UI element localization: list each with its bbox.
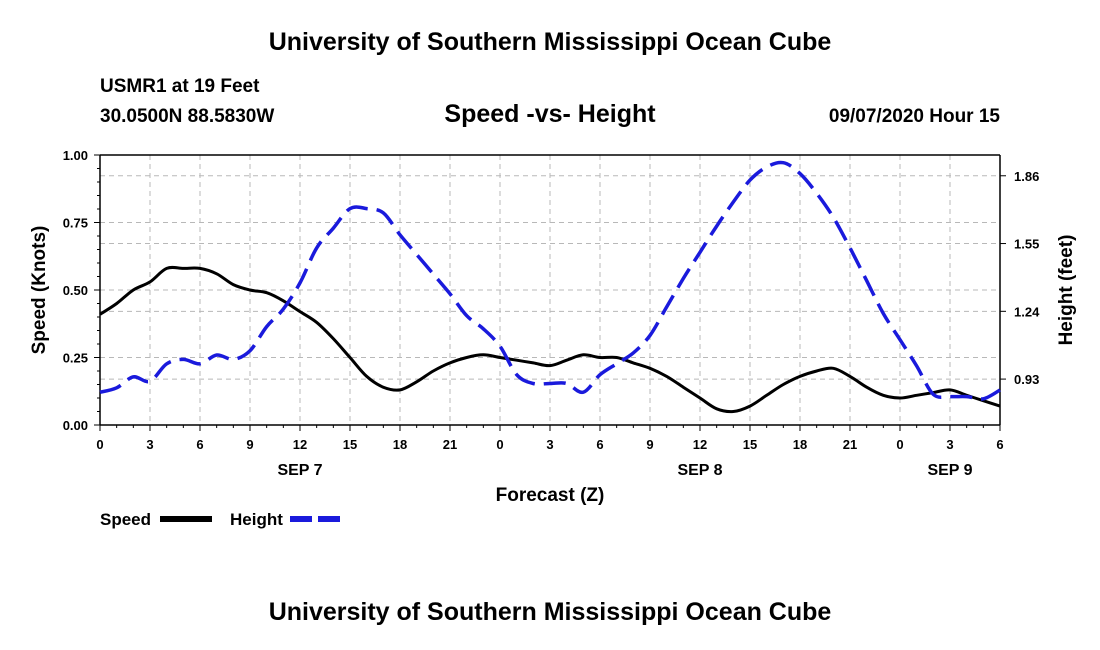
x-tick-label: 0: [496, 437, 503, 452]
y-tick-label: 0.00: [63, 418, 88, 433]
day-label: SEP 8: [677, 462, 722, 479]
coordinates-label: 30.0500N 88.5830W: [100, 106, 275, 127]
x-tick-label: 6: [996, 437, 1003, 452]
y-tick-label: 1.00: [63, 148, 88, 163]
x-tick-label: 3: [946, 437, 953, 452]
station-label: USMR1 at 19 Feet: [100, 76, 260, 97]
y2-tick-label: 1.86: [1014, 169, 1039, 184]
x-tick-label: 6: [196, 437, 203, 452]
legend-label-height: Height: [230, 510, 283, 529]
legend-label-speed: Speed: [100, 510, 151, 529]
x-tick-label: 12: [293, 437, 307, 452]
y-axis-title: Speed (Knots): [29, 226, 50, 355]
x-tick-label: 15: [743, 437, 757, 452]
x-tick-label: 9: [246, 437, 253, 452]
x-tick-label: 9: [646, 437, 653, 452]
x-tick-label: 6: [596, 437, 603, 452]
day-label: SEP 9: [927, 462, 972, 479]
y2-tick-label: 1.55: [1014, 237, 1039, 252]
day-label: SEP 7: [277, 462, 322, 479]
x-tick-label: 3: [146, 437, 153, 452]
x-tick-label: 18: [793, 437, 807, 452]
y-tick-label: 0.75: [63, 216, 88, 231]
series-line-height: [99, 160, 1001, 401]
x-tick-label: 15: [343, 437, 357, 452]
y2-tick-label: 0.93: [1014, 372, 1039, 387]
x-axis-title: Forecast (Z): [496, 485, 605, 506]
y2-axis-title: Height (feet): [1056, 235, 1077, 346]
x-tick-label: 0: [896, 437, 903, 452]
y2-tick-label: 1.24: [1014, 304, 1040, 319]
footer-title: University of Southern Mississippi Ocean…: [268, 598, 832, 626]
series-line-speed: [99, 265, 1001, 414]
chart-subtitle: Speed -vs- Height: [444, 100, 656, 128]
x-tick-label: 18: [393, 437, 407, 452]
y-tick-label: 0.25: [63, 351, 88, 366]
x-tick-label: 3: [546, 437, 553, 452]
y-tick-label: 0.50: [63, 283, 88, 298]
x-tick-label: 21: [843, 437, 857, 452]
datetime-label: 09/07/2020 Hour 15: [828, 106, 1000, 127]
page-title: University of Southern Mississippi Ocean…: [268, 28, 832, 56]
x-tick-label: 12: [693, 437, 707, 452]
x-tick-label: 21: [443, 437, 457, 452]
x-tick-label: 0: [96, 437, 103, 452]
